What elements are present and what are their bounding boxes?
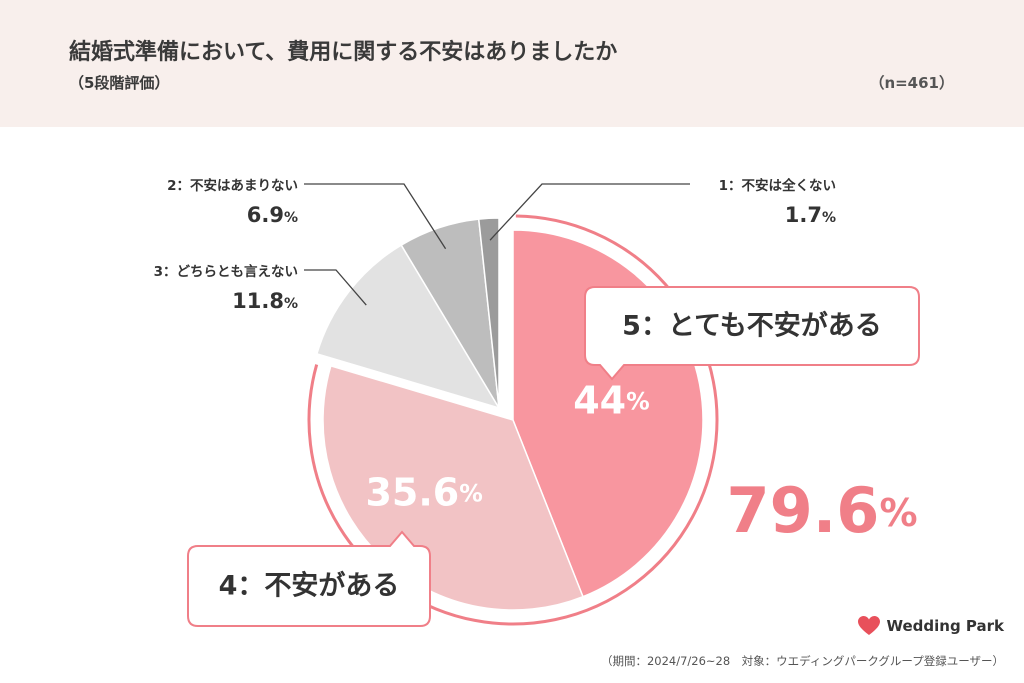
slice-label-2: 2：不安はあまりない bbox=[167, 177, 298, 194]
slice-value-1: 1.7% bbox=[785, 203, 836, 227]
leader-line-1 bbox=[489, 183, 690, 241]
leader-line-3 bbox=[304, 269, 367, 306]
combined-outline-ring bbox=[307, 214, 719, 626]
pie-slice-3 bbox=[315, 244, 501, 410]
logo-text: Wedding Park bbox=[886, 617, 1004, 635]
callout-slice-4-label: 4：不安がある bbox=[219, 570, 400, 602]
sample-size-label: （n=461） bbox=[869, 74, 954, 92]
slice-label-3: 3：どちらとも言えない bbox=[154, 263, 298, 280]
callout-slice-4-box bbox=[187, 530, 431, 627]
chart-subtitle: （5段階評価） bbox=[69, 74, 170, 92]
slice-value-4: 35.6% bbox=[365, 470, 482, 514]
footer-note: （期間：2024/7/26~28 対象：ウエディングパークグループ登録ユーザー） bbox=[600, 654, 1004, 668]
header-band: 結婚式準備において、費用に関する不安はありましたか （5段階評価） （n=461… bbox=[0, 0, 1024, 127]
slice-value-2: 6.9% bbox=[247, 203, 298, 227]
heart-icon bbox=[858, 616, 881, 635]
callout-slice-5-box bbox=[584, 286, 920, 381]
slice-value-5: 44% bbox=[573, 378, 649, 422]
slice-label-1: 1：不安は全くない bbox=[719, 177, 836, 194]
chart-title: 結婚式準備において、費用に関する不安はありましたか bbox=[69, 40, 618, 65]
callout-slice-5-label: 5：とても不安がある bbox=[622, 310, 882, 342]
slice-value-3: 11.8% bbox=[232, 289, 298, 313]
leader-line-2 bbox=[304, 183, 447, 250]
wedding-park-logo: Wedding Park bbox=[858, 616, 1004, 636]
combined-total-value: 79.6% bbox=[726, 474, 917, 547]
pie-slice-1 bbox=[477, 217, 500, 409]
